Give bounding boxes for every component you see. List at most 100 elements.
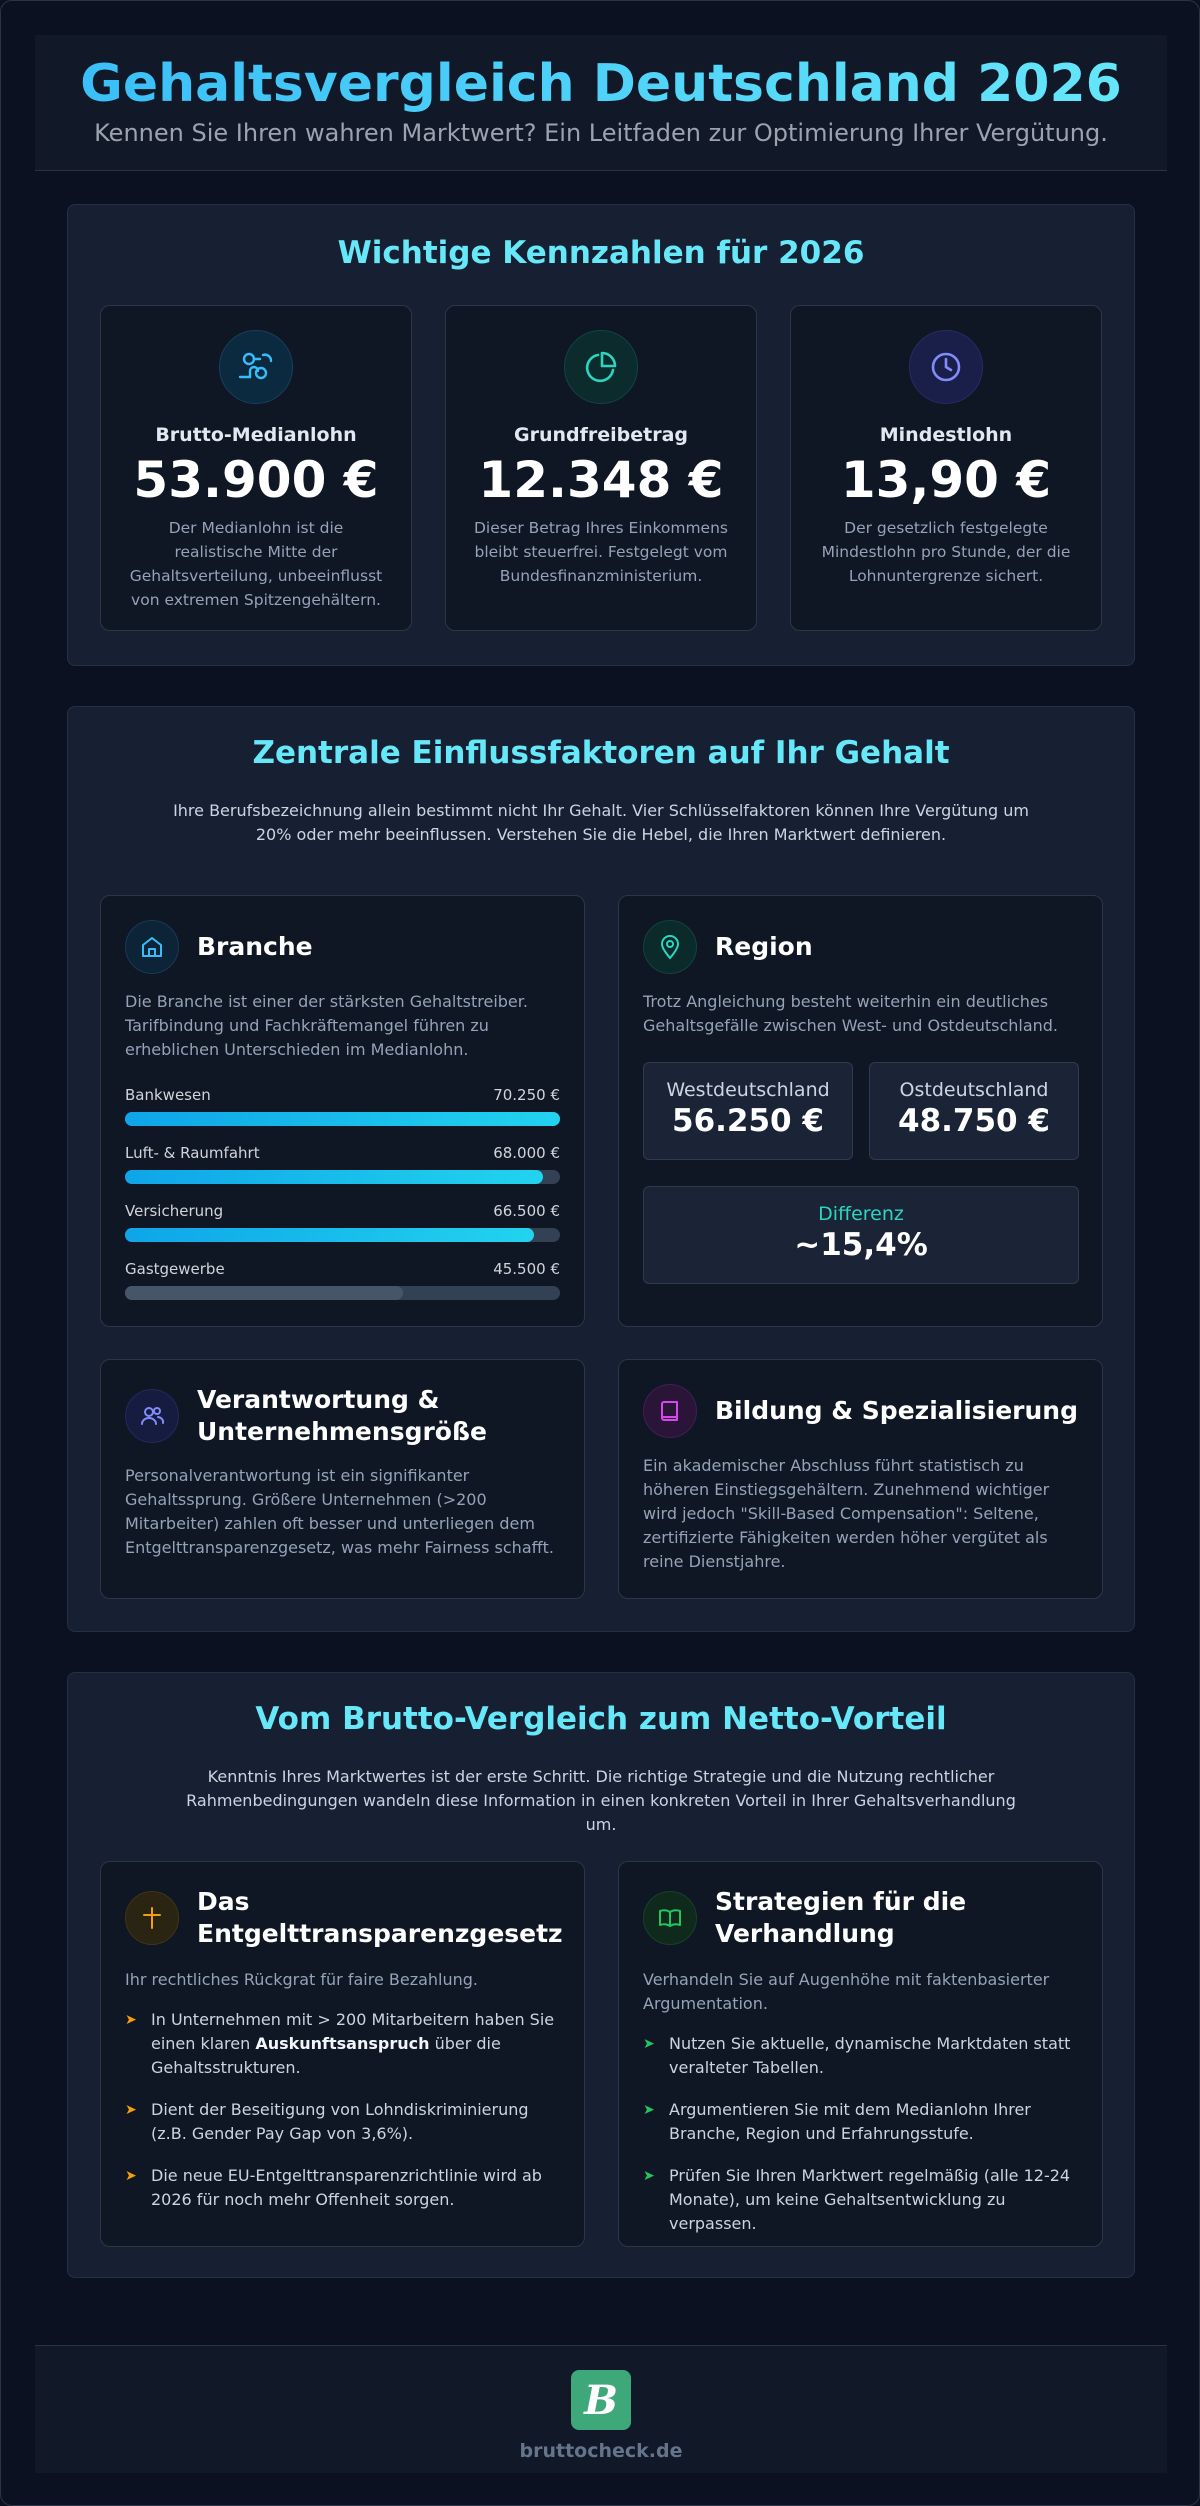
card-bildung: Bildung & Spezialisierung Ein akademisch… xyxy=(618,1359,1103,1599)
list-item-text: In Unternehmen mit > 200 Mitarbeitern ha… xyxy=(151,2010,555,2053)
card-region: Region Trotz Angleichung besteht weiterh… xyxy=(618,895,1103,1327)
stat-value: 53.900 € xyxy=(133,451,379,509)
bar-row: Versicherung 66.500 € xyxy=(125,1202,560,1242)
stat-value: 12.348 € xyxy=(478,451,724,509)
region-west-box: Westdeutschland 56.250 € xyxy=(643,1062,853,1160)
bar-fill xyxy=(125,1170,543,1184)
bar-row: Luft- & Raumfahrt 68.000 € xyxy=(125,1144,560,1184)
strategien-list: ➤ Nutzen Sie aktuelle, dynamische Marktda… xyxy=(643,2032,1078,2236)
card-text: Die Branche ist einer der stärksten Geha… xyxy=(125,992,528,1059)
branche-bar-list: Bankwesen 70.250 € Luft- & Raumfahrt 68.00… xyxy=(125,1086,560,1300)
page-subtitle: Kennen Sie Ihren wahren Marktwert? Ein L… xyxy=(94,119,1108,147)
arrow-icon: ➤ xyxy=(125,2168,137,2184)
card-subtitle: Verhandeln Sie auf Augenhöhe mit faktenb… xyxy=(643,1970,1050,2013)
list-item: ➤ Dient der Beseitigung von Lohndiskrimin… xyxy=(125,2098,560,2146)
section-title-netto: Vom Brutto-Vergleich zum Netto-Vorteil xyxy=(255,1701,947,1737)
list-item-text: Argumentieren Sie mit dem Medianlohn Ihr… xyxy=(669,2100,1031,2143)
card-text: Personalverantwortung ist ein signifikan… xyxy=(125,1466,554,1557)
list-item-text: über die Gehaltsstrukturen. xyxy=(151,2034,501,2077)
brand-link[interactable]: bruttocheck.de xyxy=(519,2440,683,2462)
bar-fill xyxy=(125,1112,560,1126)
region-west-label: Westdeutschland xyxy=(666,1079,830,1101)
card-title: Region xyxy=(715,932,813,961)
region-diff-value: ~15,4% xyxy=(794,1227,928,1263)
card-title: Bildung & Spezialisierung xyxy=(715,1396,1079,1425)
region-west-value: 56.250 € xyxy=(672,1103,824,1139)
bar-label: Bankwesen xyxy=(125,1086,211,1104)
arrow-icon: ➤ xyxy=(125,2102,137,2118)
gesetz-list: ➤ In Unternehmen mit > 200 Mitarbeitern h… xyxy=(125,2008,560,2212)
bar-value: 66.500 € xyxy=(493,1202,560,1220)
stat-description: Der Medianlohn ist die realistische Mitt… xyxy=(129,519,383,609)
arrow-icon: ➤ xyxy=(643,2168,655,2184)
stat-card-mindestlohn: Mindestlohn 13,90 € Der gesetzlich festg… xyxy=(790,305,1102,631)
card-title: Strategien für die Verhandlung xyxy=(715,1887,967,1948)
section-netto-vorteil: Vom Brutto-Vergleich zum Netto-Vorteil K… xyxy=(67,1672,1135,2278)
list-item: ➤ In Unternehmen mit > 200 Mitarbeitern h… xyxy=(125,2008,560,2080)
card-title: Verantwortung & Unternehmensgröße xyxy=(197,1385,487,1446)
bar-row: Bankwesen 70.250 € xyxy=(125,1086,560,1126)
list-item: ➤ Die neue EU-Entgelttransparenzrichtlini… xyxy=(125,2164,560,2212)
page-footer: B bruttocheck.de xyxy=(35,2345,1167,2473)
bar-value: 45.500 € xyxy=(493,1260,560,1278)
section-title-kennzahlen: Wichtige Kennzahlen für 2026 xyxy=(337,235,865,271)
section-intro-netto: Kenntnis Ihres Marktwertes ist der erste… xyxy=(186,1767,1016,1834)
region-diff-label: Differenz xyxy=(818,1203,904,1225)
stat-card-grundfreibetrag: Grundfreibetrag 12.348 € Dieser Betrag I… xyxy=(445,305,757,631)
section-einflussfaktoren: Zentrale Einflussfaktoren auf Ihr Gehalt… xyxy=(67,706,1135,1632)
stat-label: Brutto-Medianlohn xyxy=(155,424,357,446)
list-item-text: Dient der Beseitigung von Lohndiskrimini… xyxy=(151,2100,529,2143)
card-text: Trotz Angleichung besteht weiterhin ein … xyxy=(643,992,1059,1035)
brand-logo[interactable]: B xyxy=(571,2370,631,2430)
card-strategien: Strategien für die Verhandlung Verhandel… xyxy=(618,1861,1103,2247)
card-title: Das Entgelttransparenzgesetz xyxy=(197,1887,563,1948)
page-header: Gehaltsvergleich Deutschland 2026 Kennen… xyxy=(35,35,1167,171)
scale-icon xyxy=(125,1891,179,1945)
card-subtitle: Ihr rechtliches Rückgrat für faire Bezah… xyxy=(125,1970,479,1989)
bar-label: Luft- & Raumfahrt xyxy=(125,1144,260,1162)
card-branche: Branche Die Branche ist einer der stärks… xyxy=(100,895,585,1327)
bar-value: 68.000 € xyxy=(493,1144,560,1162)
arrow-icon: ➤ xyxy=(643,2102,655,2118)
card-verantwortung: Verantwortung & Unternehmensgröße Person… xyxy=(100,1359,585,1599)
card-title: Branche xyxy=(197,932,313,961)
arrow-icon: ➤ xyxy=(643,2036,655,2052)
pie-chart-icon xyxy=(564,330,638,404)
list-item-bold: Auskunftsanspruch xyxy=(255,2034,430,2053)
stat-label: Grundfreibetrag xyxy=(513,424,688,446)
stat-card-medianlohn: Brutto-Medianlohn 53.900 € Der Medianloh… xyxy=(100,305,412,631)
stat-description: Der gesetzlich festgelegte Mindestlohn p… xyxy=(821,519,1071,585)
region-ost-box: Ostdeutschland 48.750 € xyxy=(869,1062,1079,1160)
map-pin-icon xyxy=(643,920,697,974)
users-icon xyxy=(125,1389,179,1443)
bar-fill xyxy=(125,1286,404,1300)
coins-icon xyxy=(219,330,293,404)
list-item: ➤ Nutzen Sie aktuelle, dynamische Marktda… xyxy=(643,2032,1078,2080)
arrow-icon: ➤ xyxy=(125,2012,137,2028)
bar-fill xyxy=(125,1228,534,1242)
section-kennzahlen: Wichtige Kennzahlen für 2026 Brutto-Medi… xyxy=(67,204,1135,666)
bar-track xyxy=(125,1170,560,1184)
region-ost-value: 48.750 € xyxy=(898,1103,1050,1139)
open-book-icon xyxy=(643,1891,697,1945)
card-entgelttransparenzgesetz: Das Entgelttransparenzgesetz Ihr rechtli… xyxy=(100,1861,585,2247)
bar-track xyxy=(125,1112,560,1126)
home-icon xyxy=(125,920,179,974)
section-title-faktoren: Zentrale Einflussfaktoren auf Ihr Gehalt xyxy=(252,735,950,771)
bar-value: 70.250 € xyxy=(493,1086,560,1104)
page-title: Gehaltsvergleich Deutschland 2026 xyxy=(35,53,1167,115)
bar-track xyxy=(125,1286,560,1300)
stat-label: Mindestlohn xyxy=(879,424,1013,446)
bar-track xyxy=(125,1228,560,1242)
stat-description: Dieser Betrag Ihres Einkommens bleibt st… xyxy=(473,519,728,585)
list-item-text: Prüfen Sie Ihren Marktwert regelmäßig (a… xyxy=(669,2166,1071,2233)
card-text: Ein akademischer Abschluss führt statist… xyxy=(643,1456,1050,1571)
region-ost-label: Ostdeutschland xyxy=(899,1079,1049,1101)
section-intro-faktoren: Ihre Berufsbezeichnung allein bestimmt n… xyxy=(173,801,1029,844)
bar-label: Versicherung xyxy=(125,1202,224,1220)
clock-icon xyxy=(909,330,983,404)
bar-label: Gastgewerbe xyxy=(125,1260,225,1278)
list-item-text: Die neue EU-Entgelttransparenzrichtlinie… xyxy=(151,2166,542,2209)
region-diff-box: Differenz ~15,4% xyxy=(643,1186,1079,1284)
